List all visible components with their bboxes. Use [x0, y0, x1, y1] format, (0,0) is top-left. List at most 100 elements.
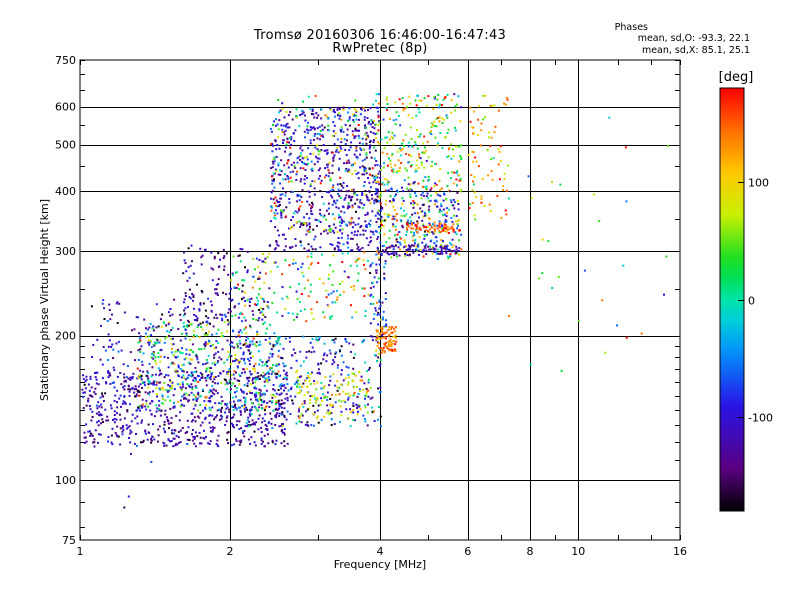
echo-point: [369, 322, 372, 325]
echo-point: [210, 390, 213, 393]
echo-point: [222, 370, 225, 373]
echo-point: [298, 383, 301, 386]
echo-point: [388, 138, 391, 141]
echo-point: [177, 436, 180, 439]
echo-point: [116, 435, 119, 438]
echo-point: [443, 225, 446, 228]
echo-point: [316, 116, 319, 119]
echo-point: [147, 423, 150, 426]
echo-point: [414, 249, 417, 251]
echo-point: [337, 188, 340, 191]
echo-point: [320, 214, 323, 217]
echo-point: [428, 231, 431, 234]
echo-point: [273, 120, 276, 123]
echo-point: [258, 406, 261, 409]
echo-point: [130, 420, 133, 423]
echo-point: [303, 287, 306, 290]
echo-point: [274, 247, 277, 250]
echo-point: [172, 394, 175, 397]
echo-point: [234, 406, 237, 409]
echo-point: [94, 429, 97, 432]
echo-point: [216, 444, 219, 447]
echo-point: [375, 349, 378, 352]
echo-point: [199, 412, 202, 415]
echo-point: [271, 396, 274, 399]
echo-point: [327, 175, 330, 178]
echo-point: [304, 114, 306, 117]
echo-point: [354, 260, 357, 263]
echo-point: [527, 175, 530, 178]
echo-point: [240, 331, 243, 334]
echo-point: [471, 202, 474, 204]
echo-point: [414, 192, 417, 195]
echo-point: [283, 433, 286, 436]
echo-point: [346, 128, 349, 131]
echo-point: [284, 386, 287, 389]
echo-point: [450, 111, 453, 114]
echo-point: [395, 193, 397, 196]
echo-point: [438, 120, 441, 123]
echo-point: [284, 337, 287, 340]
echo-point: [340, 369, 343, 372]
echo-point: [283, 414, 286, 417]
echo-point: [147, 339, 150, 342]
echo-point: [297, 207, 300, 210]
echo-point: [269, 220, 272, 223]
echo-point: [205, 315, 208, 318]
echo-point: [283, 431, 286, 434]
echo-point: [282, 131, 285, 134]
echo-point: [232, 329, 234, 332]
echo-point: [123, 506, 126, 509]
echo-point: [253, 405, 256, 408]
echo-point: [220, 417, 223, 420]
echo-point: [456, 184, 458, 187]
echo-point: [423, 152, 426, 154]
echo-point: [330, 404, 333, 407]
echo-point: [94, 372, 96, 374]
echo-point: [295, 422, 298, 425]
echo-point: [173, 406, 176, 409]
echo-point: [367, 259, 369, 262]
echo-point: [369, 224, 372, 227]
echo-point: [306, 377, 309, 379]
echo-point: [270, 130, 273, 133]
echo-point: [175, 434, 178, 437]
echo-point: [388, 157, 390, 160]
echo-point: [177, 364, 180, 367]
echo-point: [381, 330, 383, 333]
echo-point: [270, 422, 273, 425]
echo-point: [391, 154, 393, 157]
echo-point: [322, 136, 325, 138]
echo-point: [353, 153, 356, 156]
echo-point: [372, 141, 375, 144]
echo-point: [236, 343, 239, 345]
echo-point: [363, 170, 366, 172]
echo-point: [330, 339, 333, 342]
echo-point: [388, 326, 391, 329]
echo-point: [376, 337, 379, 339]
echo-point: [414, 99, 417, 102]
echo-point: [253, 370, 256, 373]
echo-point: [439, 252, 442, 255]
echo-point: [454, 126, 456, 129]
echo-point: [416, 129, 418, 131]
echo-point: [291, 312, 294, 315]
echo-point: [359, 201, 362, 204]
echo-point: [273, 389, 276, 392]
echo-point: [285, 295, 288, 298]
echo-point: [258, 363, 261, 366]
echo-point: [233, 306, 236, 309]
x-tick-label: 8: [527, 545, 534, 558]
echo-point: [262, 253, 264, 255]
echo-point: [105, 382, 108, 385]
echo-point: [334, 301, 337, 304]
echo-point: [399, 248, 401, 251]
echo-point: [171, 387, 174, 390]
echo-point: [324, 149, 327, 152]
echo-point: [380, 227, 383, 230]
echo-point: [329, 107, 332, 110]
echo-point: [211, 333, 214, 336]
echo-point: [306, 200, 309, 203]
echo-point: [192, 272, 195, 275]
echo-point: [179, 319, 182, 322]
